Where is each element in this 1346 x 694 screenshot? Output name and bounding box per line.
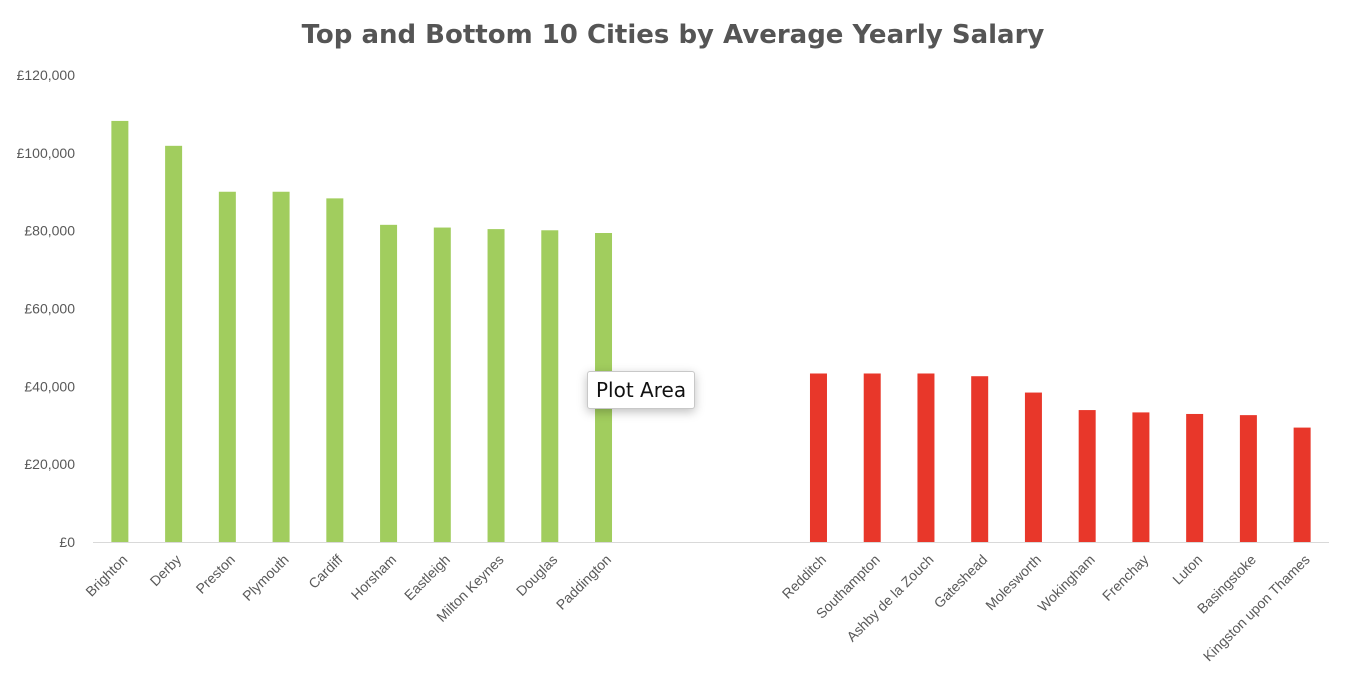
top-city-bar bbox=[165, 145, 183, 542]
top-city-bar bbox=[541, 230, 559, 542]
plot-area-tooltip: Plot Area bbox=[587, 371, 696, 409]
x-tick-label: Brighton bbox=[82, 551, 130, 599]
y-tick-label: £20,000 bbox=[24, 456, 75, 472]
x-tick-label: Kingston upon Thames bbox=[1200, 551, 1313, 664]
y-tick-label: £40,000 bbox=[24, 378, 75, 394]
bottom-city-bar bbox=[809, 373, 827, 542]
y-axis-tick-labels: £0 £20,000 £40,000 £60,000 £80,000 £100,000 £1… bbox=[17, 67, 76, 550]
bottom-city-bar bbox=[971, 376, 989, 542]
y-tick-label: £120,000 bbox=[17, 67, 76, 83]
top-city-bar bbox=[487, 229, 505, 543]
x-axis-category-labels: Brighton Derby Preston Plymouth Cardiff Horsh… bbox=[82, 551, 1312, 664]
bottom-city-bar bbox=[1186, 413, 1204, 542]
x-tick-label: Frenchay bbox=[1099, 551, 1152, 604]
top-city-bar bbox=[111, 120, 129, 543]
x-tick-label: Douglas bbox=[513, 551, 561, 599]
top-city-bar bbox=[433, 227, 451, 542]
x-tick-label: Eastleigh bbox=[401, 551, 453, 603]
top-city-bar bbox=[272, 191, 290, 542]
y-tick-label: £80,000 bbox=[24, 223, 75, 239]
bottom-city-bar bbox=[1132, 412, 1150, 542]
bottom-city-bar bbox=[1239, 415, 1257, 542]
bottom-city-bar bbox=[1293, 427, 1311, 542]
bottom-city-bar bbox=[1024, 392, 1042, 542]
bottom-city-bar bbox=[863, 373, 881, 542]
x-tick-label: Preston bbox=[193, 551, 238, 596]
x-tick-label: Wokingham bbox=[1034, 551, 1097, 614]
bottom-city-bar bbox=[917, 373, 935, 542]
bottom-city-bar bbox=[1078, 410, 1096, 542]
x-tick-label: Cardiff bbox=[305, 551, 345, 591]
top-city-bar bbox=[380, 224, 398, 542]
x-tick-label: Redditch bbox=[779, 551, 829, 601]
top-city-bar bbox=[218, 191, 236, 542]
x-tick-label: Luton bbox=[1169, 551, 1205, 587]
chart-title: Top and Bottom 10 Cities by Average Year… bbox=[302, 20, 1045, 50]
y-tick-label: £100,000 bbox=[17, 145, 76, 161]
x-tick-label: Plymouth bbox=[239, 551, 292, 604]
top-city-bar bbox=[326, 198, 344, 542]
x-tick-label: Paddington bbox=[553, 551, 614, 612]
x-tick-label: Derby bbox=[147, 551, 185, 589]
y-tick-label: £60,000 bbox=[24, 301, 75, 317]
x-tick-label: Horsham bbox=[348, 551, 399, 602]
bottom-10-bars bbox=[809, 373, 1311, 542]
y-tick-label: £0 bbox=[59, 534, 75, 550]
top-10-bars bbox=[111, 120, 613, 543]
